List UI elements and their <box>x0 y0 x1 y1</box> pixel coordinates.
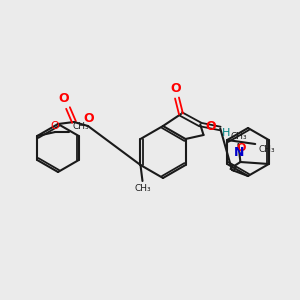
Text: CH₃: CH₃ <box>72 122 89 131</box>
Text: O: O <box>171 82 181 95</box>
Text: CH₃: CH₃ <box>134 184 151 193</box>
Text: O: O <box>59 92 69 105</box>
Text: H: H <box>222 128 231 139</box>
Text: CH₃: CH₃ <box>230 132 247 141</box>
Text: O: O <box>236 143 246 153</box>
Text: O: O <box>51 121 60 131</box>
Text: O: O <box>206 120 216 133</box>
Text: N: N <box>234 146 244 159</box>
Text: CH₃: CH₃ <box>258 145 275 154</box>
Text: O: O <box>84 112 94 125</box>
